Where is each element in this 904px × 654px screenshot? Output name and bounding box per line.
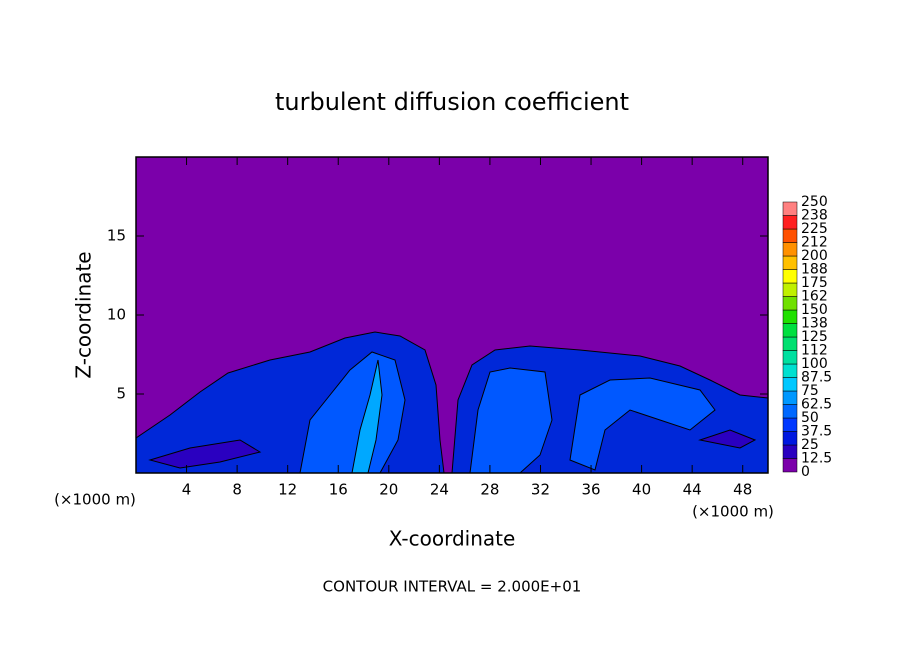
x-tick-label: 8: [232, 481, 242, 499]
colorbar-label: 62.5: [801, 397, 832, 413]
colorbar-label: 200: [801, 248, 828, 264]
colorbar-bin: [782, 417, 798, 432]
y-tick-label: 5: [116, 385, 126, 403]
colorbar-label: 225: [801, 221, 828, 237]
colorbar-label: 188: [801, 262, 828, 278]
colorbar-label: 25: [801, 437, 819, 453]
colorbar-label: 238: [801, 208, 828, 224]
field: [135, 331, 769, 474]
colorbar-label: 0: [801, 464, 810, 480]
y-axis-title: Z-coordinate: [72, 251, 96, 378]
colorbar-bin: [782, 296, 798, 311]
colorbar-bin: [782, 255, 798, 270]
x-tick-label: 28: [480, 481, 499, 499]
colorbar-bin: [782, 377, 798, 392]
x-tick-label: 40: [632, 481, 651, 499]
colorbar-bin: [782, 269, 798, 284]
x-tick-label: 24: [430, 481, 449, 499]
colorbar-label: 12.5: [801, 451, 832, 467]
x-tick-label: 20: [379, 481, 398, 499]
x-tick-label: 44: [683, 481, 702, 499]
field-shape: [148, 439, 262, 469]
colorbar-label: 175: [801, 275, 828, 291]
colorbar-bin: [782, 404, 798, 419]
colorbar-bin: [782, 431, 798, 446]
field-shape: [569, 377, 716, 471]
colorbar-label: 125: [801, 329, 828, 345]
colorbar-label: 37.5: [801, 424, 832, 440]
colorbar-label: 212: [801, 235, 828, 251]
x-tick-label: 32: [531, 481, 550, 499]
colorbar-bin: [782, 336, 798, 351]
colorbar-bin: [782, 201, 798, 216]
x-tick-label: 4: [182, 481, 192, 499]
colorbar-label: 112: [801, 343, 828, 359]
annotation: CONTOUR INTERVAL = 2.000E+01: [323, 578, 582, 596]
colorbar-bin: [782, 323, 798, 338]
field-shape: [351, 359, 383, 474]
x-unit-label: (×1000 m): [692, 503, 774, 521]
colorbar-label: 162: [801, 289, 828, 305]
colorbar-bin: [782, 309, 798, 324]
x-tick-label: 36: [581, 481, 600, 499]
colorbar-label: 138: [801, 316, 828, 332]
y-tick-label: 10: [107, 306, 126, 324]
colorbar-label: 87.5: [801, 370, 832, 386]
field-shape: [469, 367, 553, 474]
colorbar-label: 50: [801, 410, 819, 426]
colorbar-bin: [782, 228, 798, 243]
x-unit-label: (×1000 m): [54, 491, 136, 509]
colorbar-bin: [782, 215, 798, 230]
colorbar-label: 250: [801, 194, 828, 210]
y-tick-label: 15: [107, 227, 126, 245]
colorbar-bin: [782, 390, 798, 405]
colorbar-label: 100: [801, 356, 828, 372]
colorbar-bin: [782, 242, 798, 257]
colorbar-bin: [782, 282, 798, 297]
x-tick-label: 16: [329, 481, 348, 499]
colorbar-bin: [782, 458, 798, 473]
colorbar-label: 75: [801, 383, 819, 399]
x-axis-title: X-coordinate: [389, 527, 516, 551]
colorbar-label: 150: [801, 302, 828, 318]
x-tick-label: 48: [733, 481, 752, 499]
colorbar-bin: [782, 444, 798, 459]
x-tick-label: 12: [278, 481, 297, 499]
colorbar-bin: [782, 363, 798, 378]
chart-title: turbulent diffusion coefficient: [275, 88, 629, 116]
colorbar-bin: [782, 350, 798, 365]
field-shape: [698, 429, 757, 449]
